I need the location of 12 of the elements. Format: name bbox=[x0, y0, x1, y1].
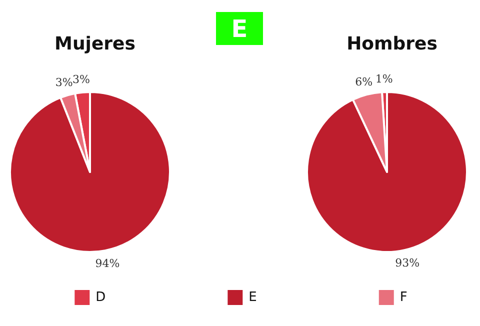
chart-title: E bbox=[231, 15, 248, 43]
data-label: 6% bbox=[355, 75, 373, 88]
data-label: 93% bbox=[395, 256, 420, 270]
legend-label: E bbox=[248, 290, 257, 305]
data-label: 3% bbox=[55, 76, 73, 90]
legend-label: D bbox=[96, 290, 106, 305]
data-label: 3% bbox=[72, 72, 90, 86]
data-label: 1% bbox=[375, 72, 393, 86]
legend-label: F bbox=[400, 290, 408, 305]
slice-label: Mujeres bbox=[54, 34, 136, 54]
data-label: 94% bbox=[95, 256, 120, 270]
slice-label: Hombres bbox=[346, 34, 438, 54]
